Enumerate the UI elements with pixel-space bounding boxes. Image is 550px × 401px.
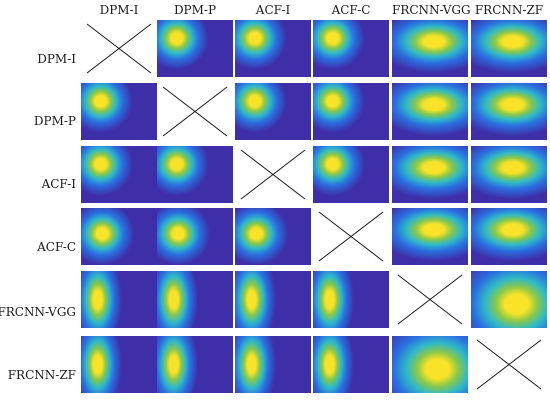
heatmap-blob-wide-horizontal	[392, 146, 468, 203]
cross-line	[162, 86, 228, 137]
heatmap-cell	[157, 336, 233, 393]
heatmap-blob-small-left	[81, 208, 157, 265]
heatmap-blob-small-top-left	[313, 146, 389, 203]
heatmap-blob-small-top-left	[235, 83, 311, 140]
column-label-dpm-i: DPM-I	[99, 3, 139, 17]
column-label-dpm-p: DPM-P	[173, 3, 217, 17]
heatmap-blob-small-top-left	[313, 20, 389, 77]
heatmap-cell	[157, 146, 233, 203]
heatmap-cell	[313, 20, 389, 77]
heatmap-blob-tall-vertical	[235, 336, 311, 393]
empty-cell-cross	[157, 83, 233, 140]
heatmap-blob-large-diffuse	[392, 336, 468, 393]
heatmap-cell	[471, 20, 547, 77]
empty-cell-cross	[313, 208, 389, 265]
heatmap-blob-tall-vertical	[313, 336, 389, 393]
row-label-frcnn-zf: FRCNN-ZF	[7, 368, 76, 382]
row-label-frcnn-vgg: FRCNN-VGG	[0, 305, 76, 319]
heatmap-blob-wide-horizontal	[392, 20, 468, 77]
heatmap-blob-small-top-left	[81, 146, 157, 203]
heatmap-cell	[81, 271, 157, 328]
cross-line	[318, 211, 384, 262]
heatmap-blob-tall-vertical	[313, 271, 389, 328]
heatmap-blob-tall-vertical	[81, 336, 157, 393]
heatmap-blob-large-diffuse	[471, 271, 547, 328]
heatmap-cell	[471, 146, 547, 203]
heatmap-blob-small-top-left	[81, 83, 157, 140]
heatmap-cell	[235, 336, 311, 393]
heatmap-cell	[157, 208, 233, 265]
heatmap-blob-small-top-left	[313, 83, 389, 140]
heatmap-blob-wide-horizontal	[471, 83, 547, 140]
heatmap-cell	[235, 83, 311, 140]
heatmap-cell	[235, 271, 311, 328]
heatmap-blob-tall-vertical	[81, 271, 157, 328]
column-label-frcnn-zf: FRCNN-ZF	[474, 3, 544, 17]
column-label-acf-c: ACF-C	[331, 3, 371, 17]
heatmap-cell	[471, 83, 547, 140]
heatmap-blob-small-top-left	[235, 20, 311, 77]
column-label-acf-i: ACF-I	[255, 3, 291, 17]
cross-line	[397, 274, 463, 325]
heatmap-blob-wide-horizontal	[392, 83, 468, 140]
empty-cell-cross	[81, 20, 157, 77]
heatmap-cell	[313, 146, 389, 203]
heatmap-blob-small-left	[157, 208, 233, 265]
heatmap-cell	[81, 146, 157, 203]
row-label-dpm-p: DPM-P	[33, 114, 76, 128]
heatmap-cell	[392, 146, 468, 203]
cross-line	[86, 23, 152, 74]
heatmap-cell	[471, 271, 547, 328]
row-label-acf-i: ACF-I	[41, 177, 76, 191]
heatmap-blob-small-top-left	[157, 20, 233, 77]
heatmap-blob-small-top-left	[157, 146, 233, 203]
heatmap-cell	[157, 271, 233, 328]
empty-cell-cross	[235, 146, 311, 203]
heatmap-cell	[392, 20, 468, 77]
heatmap-cell	[392, 83, 468, 140]
heatmap-cell	[471, 208, 547, 265]
row-label-acf-c: ACF-C	[37, 240, 76, 254]
heatmap-blob-small-left	[235, 208, 311, 265]
cross-line	[476, 339, 542, 390]
heatmap-blob-tall-vertical	[157, 336, 233, 393]
heatmap-blob-tall-vertical	[157, 271, 233, 328]
heatmap-cell	[313, 336, 389, 393]
heatmap-cell	[81, 336, 157, 393]
row-label-dpm-i: DPM-I	[37, 52, 76, 66]
heatmap-cell	[81, 83, 157, 140]
heatmap-blob-wide-horizontal	[471, 146, 547, 203]
heatmap-cell	[235, 208, 311, 265]
heatmap-blob-wide-horizontal	[471, 208, 547, 265]
heatmap-cell	[81, 208, 157, 265]
heatmap-blob-wide-horizontal	[471, 20, 547, 77]
heatmap-cell	[392, 336, 468, 393]
heatmap-blob-wide-horizontal	[392, 208, 468, 265]
heatmap-cell	[392, 208, 468, 265]
heatmap-cell	[313, 83, 389, 140]
heatmap-cell	[157, 20, 233, 77]
empty-cell-cross	[471, 336, 547, 393]
heatmap-cell	[235, 20, 311, 77]
heatmap-cell	[313, 271, 389, 328]
heatmap-blob-tall-vertical	[235, 271, 311, 328]
column-label-frcnn-vgg: FRCNN-VGG	[392, 3, 471, 17]
empty-cell-cross	[392, 271, 468, 328]
cross-line	[240, 149, 306, 200]
